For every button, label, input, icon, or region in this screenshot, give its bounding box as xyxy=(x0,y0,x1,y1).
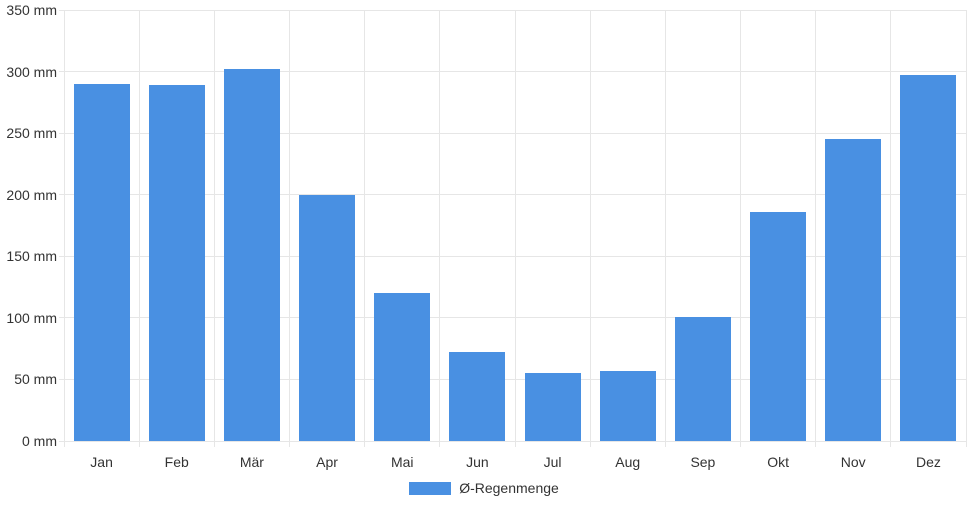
x-axis-label-okt: Okt xyxy=(767,454,789,470)
bar-jan[interactable] xyxy=(73,83,130,441)
y-axis-label: 150 mm xyxy=(6,248,57,265)
gridline-y-50 xyxy=(59,378,966,380)
gridline-y-300 xyxy=(59,71,966,73)
legend-label: Ø-Regenmenge xyxy=(459,480,559,496)
gridline-x-8 xyxy=(664,10,666,447)
bar-nov[interactable] xyxy=(825,139,882,441)
x-axis-label-nov: Nov xyxy=(840,454,866,470)
gridline-x-0 xyxy=(63,10,65,447)
x-axis-label-mai: Mai xyxy=(390,454,414,470)
bar-apr[interactable] xyxy=(299,194,356,441)
gridline-x-4 xyxy=(364,10,366,447)
y-axis-label: 350 mm xyxy=(6,1,57,18)
x-axis-label-aug: Aug xyxy=(615,454,641,470)
gridline-x-3 xyxy=(289,10,290,447)
y-axis-label: 100 mm xyxy=(6,309,57,326)
x-axis-label-mär: Mär xyxy=(239,454,264,470)
gridline-y-0 xyxy=(59,440,966,442)
bar-feb[interactable] xyxy=(148,85,205,441)
y-axis-label: 300 mm xyxy=(6,63,57,80)
bar-dez[interactable] xyxy=(900,75,957,441)
gridline-x-2 xyxy=(213,10,215,447)
bar-jun[interactable] xyxy=(449,352,506,441)
y-axis-label: 0 mm xyxy=(22,433,57,449)
x-axis-label-dez: Dez xyxy=(915,454,941,470)
gridline-x-11 xyxy=(890,10,892,447)
x-axis-label-apr: Apr xyxy=(316,454,338,470)
x-axis-label-jul: Jul xyxy=(543,454,562,470)
gridline-y-200 xyxy=(59,194,966,196)
gridline-x-10 xyxy=(815,10,817,447)
x-axis-label-jun: Jun xyxy=(466,454,489,470)
gridline-y-150 xyxy=(59,255,966,257)
y-axis-label: 50 mm xyxy=(14,371,57,388)
gridline-x-7 xyxy=(589,10,591,447)
bar-jul[interactable] xyxy=(524,373,581,441)
bar-mär[interactable] xyxy=(223,69,280,441)
gridline-x-1 xyxy=(138,10,140,447)
y-axis-label: 200 mm xyxy=(6,186,57,203)
x-axis-label-sep: Sep xyxy=(690,454,716,470)
gridline-x-9 xyxy=(740,10,741,447)
bar-mai[interactable] xyxy=(374,293,431,441)
bar-aug[interactable] xyxy=(599,370,656,441)
gridline-x-6 xyxy=(514,10,516,447)
y-axis-label: 250 mm xyxy=(6,125,57,142)
x-axis-label-feb: Feb xyxy=(164,454,189,470)
x-axis-label-jan: Jan xyxy=(90,454,113,470)
gridline-x-5 xyxy=(439,10,441,447)
gridline-y-100 xyxy=(59,317,966,319)
gridline-y-250 xyxy=(59,132,966,134)
legend-swatch xyxy=(409,481,452,495)
gridline-y-350 xyxy=(59,9,966,11)
legend-item[interactable]: Ø-Regenmenge xyxy=(0,480,968,496)
bar-sep[interactable] xyxy=(674,316,731,441)
gridline-x-12 xyxy=(965,10,967,447)
bar-okt[interactable] xyxy=(750,211,807,441)
